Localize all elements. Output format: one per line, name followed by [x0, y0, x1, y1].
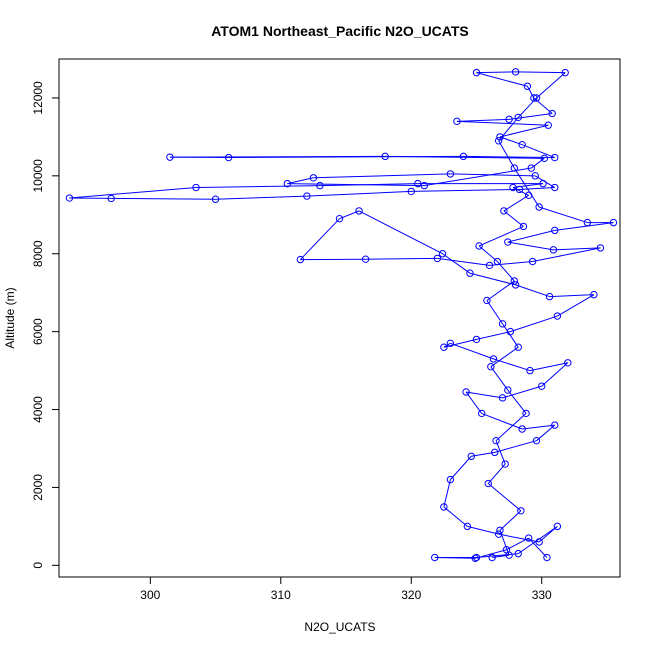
y-tick-label: 0: [31, 562, 45, 569]
x-tick-label: 300: [140, 588, 160, 602]
y-tick-label: 6000: [31, 318, 45, 345]
x-tick-label: 330: [532, 588, 552, 602]
y-tick-label: 2000: [31, 474, 45, 501]
y-axis-label: Altitude (m): [3, 287, 17, 348]
x-tick-label: 310: [271, 588, 291, 602]
y-tick-label: 12000: [31, 81, 45, 115]
y-tick-label: 8000: [31, 240, 45, 267]
x-tick-label: 320: [401, 588, 421, 602]
x-axis-label: N2O_UCATS: [304, 620, 375, 634]
y-tick-label: 10000: [31, 159, 45, 193]
y-tick-label: 4000: [31, 396, 45, 423]
chart-title: ATOM1 Northeast_Pacific N2O_UCATS: [211, 23, 469, 39]
